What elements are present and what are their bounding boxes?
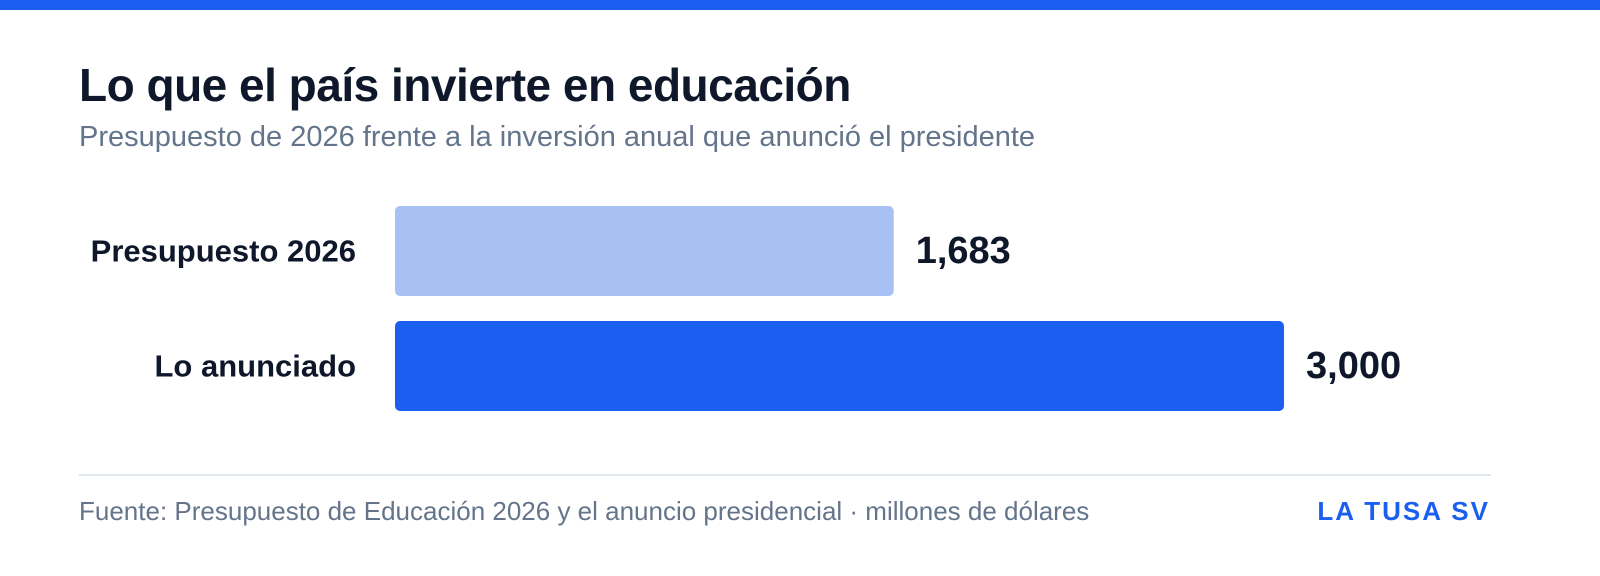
bar-chart: Presupuesto 2026 1,683 Lo anunciado 3,000 [91, 206, 1401, 411]
bar-presupuesto-2026 [395, 206, 894, 296]
category-label: Presupuesto 2026 [91, 234, 356, 269]
chart-title: Lo que el país invierte en educación [79, 59, 851, 111]
footer-divider [79, 474, 1491, 476]
top-accent-bar [0, 0, 1600, 10]
value-label: 1,683 [916, 230, 1011, 272]
chart-subtitle: Presupuesto de 2026 frente a la inversió… [79, 121, 1036, 153]
brand-logo-text: LA TUSA SV [1317, 496, 1490, 526]
bar-lo-anunciado [395, 321, 1284, 411]
source-note: Fuente: Presupuesto de Educación 2026 y … [79, 496, 1090, 526]
value-label: 3,000 [1306, 345, 1401, 387]
category-label: Lo anunciado [155, 349, 357, 384]
